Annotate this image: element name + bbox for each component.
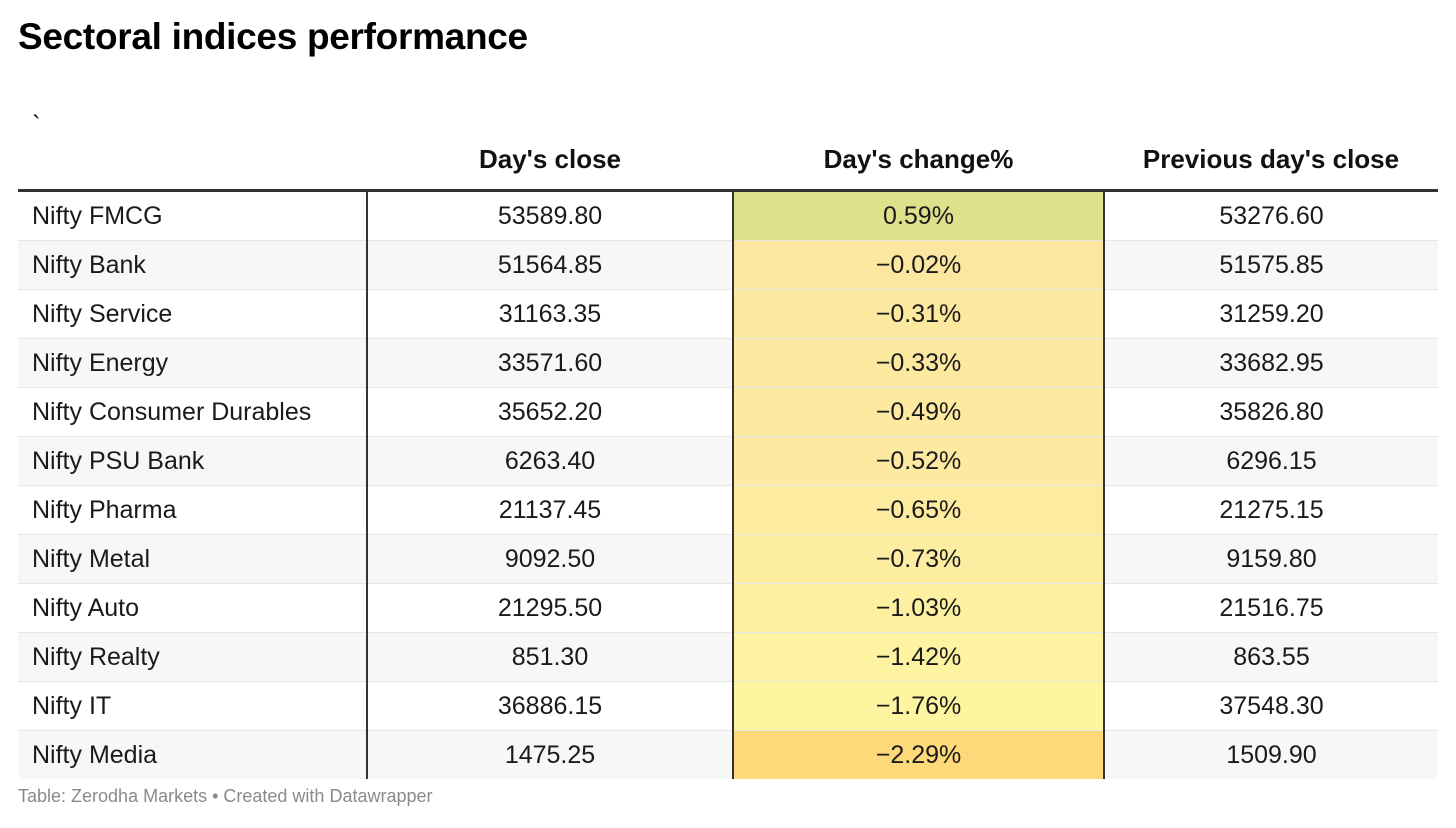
cell-days-close: 31163.35 [367, 289, 733, 339]
cell-prev-close: 37548.30 [1104, 681, 1438, 731]
cell-index-name: Nifty Media [18, 730, 368, 779]
cell-days-close: 36886.15 [367, 681, 733, 731]
cell-days-change: −0.31% [732, 289, 1105, 339]
cell-days-change: 0.59% [732, 190, 1105, 241]
cell-days-close: 53589.80 [367, 190, 733, 241]
cell-prev-close: 53276.60 [1104, 190, 1438, 241]
table-row: Nifty Bank 51564.85 −0.02% 51575.85 [18, 240, 1438, 290]
cell-days-change: −0.52% [732, 436, 1105, 486]
cell-days-close: 21137.45 [367, 485, 733, 535]
table-row: Nifty Energy 33571.60 −0.33% 33682.95 [18, 338, 1438, 388]
table-row: Nifty Metal 9092.50 −0.73% 9159.80 [18, 534, 1438, 584]
cell-prev-close: 6296.15 [1104, 436, 1438, 486]
cell-days-change: −0.73% [732, 534, 1105, 584]
cell-prev-close: 35826.80 [1104, 387, 1438, 437]
data-table-container: ` Day's close Day's change% Previous day… [18, 96, 1438, 779]
cell-days-change: −2.29% [732, 730, 1105, 779]
cell-prev-close: 31259.20 [1104, 289, 1438, 339]
cell-days-change: −0.65% [732, 485, 1105, 535]
cell-index-name: Nifty Metal [18, 534, 368, 584]
column-header-close: Day's close [367, 96, 733, 192]
table-row: Nifty Consumer Durables 35652.20 −0.49% 358… [18, 387, 1438, 437]
cell-days-close: 51564.85 [367, 240, 733, 290]
cell-index-name: Nifty Realty [18, 632, 368, 682]
cell-days-change: −0.49% [732, 387, 1105, 437]
cell-days-close: 1475.25 [367, 730, 733, 779]
cell-index-name: Nifty Bank [18, 240, 368, 290]
cell-prev-close: 21516.75 [1104, 583, 1438, 633]
cell-prev-close: 863.55 [1104, 632, 1438, 682]
table-row: Nifty Realty 851.30 −1.42% 863.55 [18, 632, 1438, 682]
cell-index-name: Nifty Consumer Durables [18, 387, 368, 437]
cell-index-name: Nifty Pharma [18, 485, 368, 535]
cell-days-change: −1.03% [732, 583, 1105, 633]
cell-days-change: −0.33% [732, 338, 1105, 388]
cell-days-change: −0.02% [732, 240, 1105, 290]
table-row: Nifty Auto 21295.50 −1.03% 21516.75 [18, 583, 1438, 633]
cell-days-close: 35652.20 [367, 387, 733, 437]
column-header-prev-close: Previous day's close [1104, 96, 1438, 192]
column-header-change: Day's change% [733, 96, 1104, 192]
table-header-row: ` Day's close Day's change% Previous day… [18, 96, 1438, 192]
cell-prev-close: 21275.15 [1104, 485, 1438, 535]
cell-prev-close: 51575.85 [1104, 240, 1438, 290]
cell-days-close: 6263.40 [367, 436, 733, 486]
cell-index-name: Nifty Energy [18, 338, 368, 388]
cell-index-name: Nifty Service [18, 289, 368, 339]
source-footer: Table: Zerodha Markets • Created with Da… [18, 786, 433, 806]
cell-days-close: 33571.60 [367, 338, 733, 388]
cell-index-name: Nifty Auto [18, 583, 368, 633]
cell-index-name: Nifty FMCG [18, 190, 368, 241]
cell-index-name: Nifty PSU Bank [18, 436, 368, 486]
table-row: Nifty IT 36886.15 −1.76% 37548.30 [18, 681, 1438, 731]
table-row: Nifty Media 1475.25 −2.29% 1509.90 [18, 730, 1438, 779]
cell-days-close: 851.30 [367, 632, 733, 682]
table-row: Nifty PSU Bank 6263.40 −0.52% 6296.15 [18, 436, 1438, 486]
column-header-name: ` [18, 96, 367, 192]
cell-prev-close: 9159.80 [1104, 534, 1438, 584]
table-row: Nifty Service 31163.35 −0.31% 31259.20 [18, 289, 1438, 339]
page-title: Sectoral indices performance [18, 16, 528, 57]
cell-days-close: 21295.50 [367, 583, 733, 633]
cell-days-change: −1.42% [732, 632, 1105, 682]
cell-prev-close: 1509.90 [1104, 730, 1438, 779]
cell-days-close: 9092.50 [367, 534, 733, 584]
table-row: Nifty FMCG 53589.80 0.59% 53276.60 [18, 190, 1438, 241]
cell-index-name: Nifty IT [18, 681, 368, 731]
cell-prev-close: 33682.95 [1104, 338, 1438, 388]
table-row: Nifty Pharma 21137.45 −0.65% 21275.15 [18, 485, 1438, 535]
table-body: Nifty FMCG 53589.80 0.59% 53276.60 Nifty Ban… [18, 190, 1438, 779]
cell-days-change: −1.76% [732, 681, 1105, 731]
sector-table: ` Day's close Day's change% Previous day… [18, 96, 1438, 779]
